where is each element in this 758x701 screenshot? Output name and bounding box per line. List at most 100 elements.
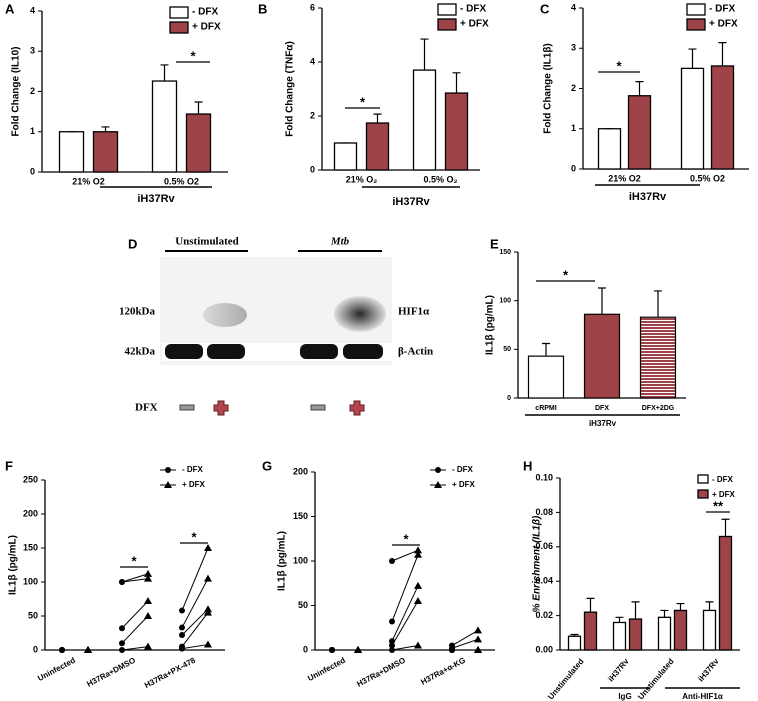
chart: B Fold Change (TNFα) 0 2 4 6 21% O₂ 0.5% O₂ iH37… [258, 1, 489, 207]
group-label: iH37Rv [589, 419, 617, 428]
y-tick-label: 4 [571, 2, 576, 12]
pair-line [181, 644, 209, 650]
pair-line [121, 615, 149, 644]
y-tick-label: 6 [310, 2, 315, 12]
point [144, 569, 152, 577]
chart: C Fold Change (IL1β) 0 1 2 3 4 21% O2 0.5% O2 iH3… [540, 1, 749, 203]
pair-line [451, 638, 479, 649]
error-bar [705, 601, 714, 611]
point [84, 646, 92, 653]
legend-label: + DFX [182, 480, 206, 489]
x-tick-label: 21% O2 [72, 176, 105, 186]
legend-marker [435, 467, 441, 473]
error-bar [586, 597, 595, 613]
panel-letter: E [490, 236, 499, 251]
group-label: iH37Rv [392, 196, 430, 208]
panel-letter: G [262, 458, 272, 473]
chart: F IL1β (pg/mL) 0 50 100 150 200 250 Uninfected H3… [5, 458, 225, 690]
panel-letter: A [5, 1, 15, 16]
y-tick-label: 0.10 [535, 472, 553, 482]
chart: H % Enrichment (IL1β) 0.00 0.02 0.04 0.06 0.08… [523, 458, 740, 701]
bar [702, 609, 717, 651]
group-label: iH37Rv [137, 193, 175, 205]
x-tick-label: 0.5% O₂ [423, 174, 457, 184]
panel-letter: D [128, 236, 137, 251]
point [389, 618, 395, 625]
y-axis-label: Fold Change (IL1β) [543, 43, 554, 134]
legend-label: + DFX [709, 19, 738, 30]
bar [628, 618, 643, 651]
pair-line [391, 554, 419, 622]
band [203, 303, 247, 327]
y-tick-label: 0.00 [535, 644, 553, 654]
x-tick-label: cRPMI [535, 405, 556, 412]
y-tick-label: 50 [28, 610, 38, 620]
y-tick-label: 150 [499, 249, 511, 256]
legend-label: + DFX [192, 22, 221, 33]
error-bar [721, 518, 730, 537]
pair-line [181, 608, 209, 636]
y-axis-label: IL1β (pg/mL) [485, 295, 496, 355]
significance-label: * [360, 94, 366, 109]
x-tick-label: H37Ra+α-KG [419, 656, 467, 687]
error-bar [101, 126, 110, 132]
significance-label: * [403, 531, 409, 546]
y-tick-label: 0 [571, 163, 576, 173]
bar [92, 131, 119, 173]
y-tick-label: 50 [298, 600, 308, 610]
y-tick-label: 100 [293, 555, 308, 565]
band [207, 344, 245, 359]
legend-label: - DFX [182, 465, 204, 474]
bar [185, 113, 212, 173]
point [474, 635, 482, 643]
y-tick-label: 150 [293, 511, 308, 521]
point [179, 645, 185, 652]
point [179, 632, 185, 639]
significance-label: ** [713, 498, 724, 513]
error-bar [654, 290, 662, 318]
error-bar [598, 287, 606, 315]
y-tick-label: 4 [310, 56, 315, 66]
x-tick-label: iH37Rv [606, 656, 631, 683]
legend-swatch [437, 3, 457, 16]
y-axis-label: Fold Change (IL10) [11, 47, 22, 137]
bar [718, 535, 733, 651]
pair-line [121, 600, 149, 629]
treatment-label: DFX [135, 402, 158, 414]
bar [412, 69, 437, 171]
y-tick-label: 0 [30, 166, 35, 176]
band [334, 296, 386, 332]
point [414, 546, 422, 554]
bar [365, 122, 390, 171]
point [474, 626, 482, 634]
point [144, 642, 152, 650]
pair-line [181, 578, 209, 628]
significance-label: * [131, 553, 137, 568]
x-tick-label: H37Ra+DMSO [85, 656, 137, 689]
point [119, 640, 125, 647]
y-tick-label: 0.08 [535, 507, 553, 517]
y-tick-label: 200 [293, 466, 308, 476]
point [144, 574, 152, 582]
legend-label: - DFX [192, 7, 218, 18]
legend-label: + DFX [712, 490, 736, 499]
bar [657, 616, 672, 651]
bar [612, 621, 627, 651]
group-label: IgG [618, 692, 631, 701]
y-tick-label: 100 [23, 576, 38, 586]
legend-label: - DFX [709, 4, 735, 15]
legend-label: - DFX [712, 475, 734, 484]
point [144, 597, 152, 605]
error-bar [631, 601, 640, 620]
bar [710, 65, 735, 170]
legend-label: - DFX [452, 465, 474, 474]
y-tick-label: 0.06 [535, 541, 553, 551]
x-tick-label: iH37Rv [696, 656, 721, 683]
error-bar [194, 101, 203, 115]
significance-label: * [191, 529, 197, 544]
y-tick-label: 200 [23, 508, 38, 518]
panel-letter: C [540, 1, 550, 16]
y-tick-label: 2 [571, 83, 576, 93]
error-bar [660, 609, 669, 618]
legend-label: - DFX [460, 4, 486, 15]
